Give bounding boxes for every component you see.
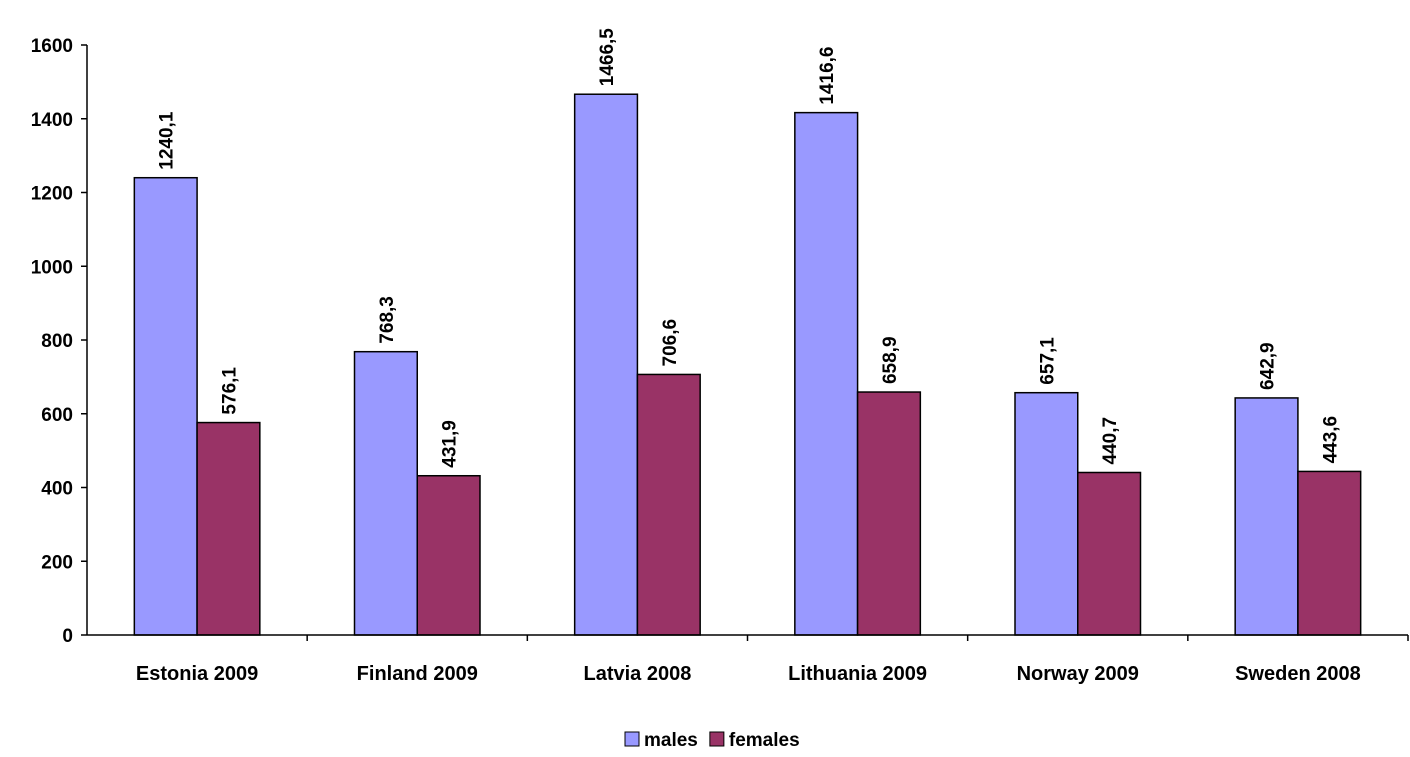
x-tick-label: Lithuania 2009 [788, 663, 927, 685]
data-label: 657,1 [1037, 337, 1058, 385]
legend-swatch [624, 731, 640, 747]
bar [573, 93, 639, 636]
y-tick-label: 1400 [31, 110, 73, 131]
bar [1234, 397, 1299, 636]
x-tick-label: Estonia 2009 [136, 663, 258, 685]
bar [1077, 471, 1142, 636]
x-tick-label: Norway 2009 [1017, 663, 1139, 685]
data-label: 658,9 [880, 336, 901, 384]
y-tick-label: 0 [62, 626, 73, 647]
x-tick-label: Latvia 2008 [583, 663, 691, 685]
data-label: 768,3 [377, 296, 398, 344]
data-label: 706,6 [660, 319, 681, 367]
data-label: 443,6 [1320, 416, 1341, 464]
bar [1014, 391, 1079, 636]
legend-label: females [729, 730, 800, 751]
bar [416, 474, 481, 636]
y-tick-label: 1000 [31, 257, 73, 278]
y-tick-label: 200 [41, 552, 73, 573]
data-label: 576,1 [219, 367, 240, 415]
y-tick-label: 800 [41, 331, 73, 352]
bar [353, 350, 419, 636]
bar [856, 391, 922, 636]
bar [133, 176, 198, 636]
data-label: 642,9 [1258, 342, 1279, 390]
bar [636, 373, 701, 636]
y-tick-label: 1600 [31, 36, 73, 57]
data-label: 440,7 [1100, 417, 1121, 465]
data-label: 1416,6 [817, 47, 838, 105]
data-label: 1466,5 [597, 28, 618, 87]
data-label: 431,9 [440, 420, 461, 468]
bar [1297, 470, 1362, 636]
legend-label: males [644, 730, 698, 751]
y-tick-label: 400 [41, 479, 73, 500]
legend-swatch [709, 731, 725, 747]
bar [794, 111, 859, 636]
data-label: 1240,1 [157, 111, 178, 170]
bar [196, 421, 261, 636]
x-tick-label: Sweden 2008 [1235, 663, 1361, 685]
x-tick-label: Finland 2009 [357, 663, 478, 685]
y-tick-label: 1200 [31, 184, 73, 205]
y-tick-label: 600 [41, 405, 73, 426]
